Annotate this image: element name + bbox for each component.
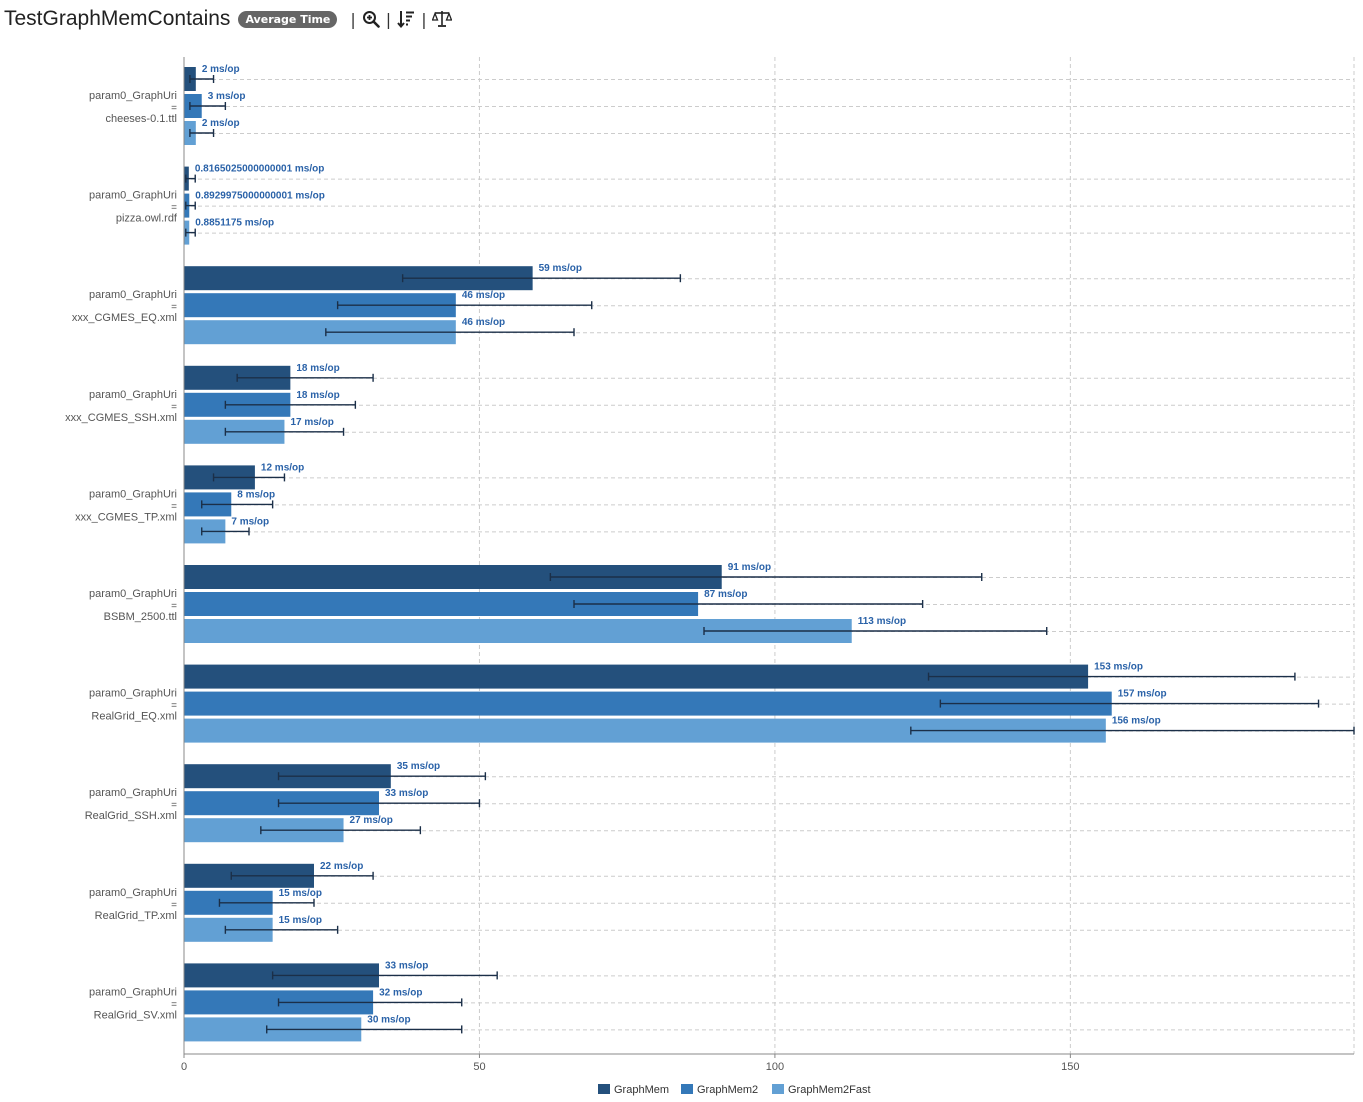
value-label: 0.8165025000000001 ms/op	[195, 164, 325, 175]
mode-badge[interactable]: Average Time	[238, 10, 338, 28]
value-label: 30 ms/op	[367, 1014, 410, 1025]
category-label: RealGrid_TP.xml	[95, 910, 177, 922]
category-eq-label: =	[171, 601, 177, 612]
category-label: pizza.owl.rdf	[116, 213, 178, 225]
value-label: 157 ms/op	[1118, 689, 1167, 700]
value-label: 3 ms/op	[208, 91, 246, 102]
value-label: 46 ms/op	[462, 317, 505, 328]
value-label: 33 ms/op	[385, 960, 428, 971]
category-param-label: param0_GraphUri	[89, 688, 177, 700]
x-tick-label: 0	[181, 1061, 187, 1073]
category-param-label: param0_GraphUri	[89, 289, 177, 301]
value-label: 0.8851175 ms/op	[195, 218, 274, 229]
category-eq-label: =	[171, 701, 177, 712]
zoom-icon[interactable]	[361, 9, 381, 29]
category-label: xxx_CGMES_EQ.xml	[72, 312, 177, 324]
category-label: xxx_CGMES_SSH.xml	[65, 412, 177, 424]
value-label: 33 ms/op	[385, 788, 428, 799]
value-label: 18 ms/op	[296, 390, 339, 401]
category-label: RealGrid_SSH.xml	[85, 810, 177, 822]
category-eq-label: =	[171, 103, 177, 114]
value-label: 113 ms/op	[858, 616, 906, 627]
value-label: 15 ms/op	[279, 915, 322, 926]
category-eq-label: =	[171, 302, 177, 313]
category-eq-label: =	[171, 999, 177, 1010]
sort-icon[interactable]	[396, 9, 416, 29]
value-label: 8 ms/op	[237, 489, 275, 500]
category-eq-label: =	[171, 800, 177, 811]
separator: |	[385, 9, 392, 29]
value-label: 22 ms/op	[320, 861, 363, 872]
page-title: TestGraphMemContains	[4, 7, 231, 30]
legend-label: GraphMem2Fast	[788, 1084, 871, 1096]
compare-icon[interactable]	[431, 9, 452, 29]
value-label: 17 ms/op	[290, 417, 333, 428]
category-eq-label: =	[171, 203, 177, 214]
chart-header: TestGraphMemContains Average Time | | |	[4, 4, 452, 34]
x-tick-label: 150	[1061, 1061, 1079, 1073]
value-label: 153 ms/op	[1094, 662, 1143, 673]
value-label: 35 ms/op	[397, 761, 440, 772]
value-label: 156 ms/op	[1112, 716, 1161, 727]
value-label: 7 ms/op	[231, 516, 269, 527]
legend-label: GraphMem2	[697, 1084, 758, 1096]
category-param-label: param0_GraphUri	[89, 488, 177, 500]
category-label: cheeses-0.1.ttl	[105, 113, 177, 125]
value-label: 59 ms/op	[539, 263, 582, 274]
value-label: 15 ms/op	[279, 888, 322, 899]
legend-swatch-GraphMem2	[681, 1084, 693, 1094]
value-label: 12 ms/op	[261, 462, 304, 473]
legend-label: GraphMem	[614, 1084, 669, 1096]
category-param-label: param0_GraphUri	[89, 90, 177, 102]
category-param-label: param0_GraphUri	[89, 190, 177, 202]
value-label: 2 ms/op	[202, 64, 240, 75]
category-label: RealGrid_SV.xml	[94, 1009, 177, 1021]
value-label: 2 ms/op	[202, 118, 240, 129]
category-param-label: param0_GraphUri	[89, 389, 177, 401]
x-tick-label: 100	[766, 1061, 784, 1073]
category-param-label: param0_GraphUri	[89, 787, 177, 799]
value-label: 91 ms/op	[728, 562, 771, 573]
separator: |	[350, 9, 356, 29]
category-param-label: param0_GraphUri	[89, 986, 177, 998]
legend-swatch-GraphMem2Fast	[772, 1084, 784, 1094]
category-eq-label: =	[171, 402, 177, 413]
value-label: 18 ms/op	[296, 363, 339, 374]
value-label: 32 ms/op	[379, 987, 422, 998]
legend-swatch-GraphMem	[598, 1084, 610, 1094]
value-label: 27 ms/op	[350, 815, 393, 826]
value-label: 87 ms/op	[704, 589, 747, 600]
category-label: BSBM_2500.ttl	[104, 611, 177, 623]
category-param-label: param0_GraphUri	[89, 887, 177, 899]
category-param-label: param0_GraphUri	[89, 588, 177, 600]
category-label: RealGrid_EQ.xml	[91, 711, 177, 723]
separator: |	[421, 9, 427, 29]
category-eq-label: =	[171, 501, 177, 512]
value-label: 0.8929975000000001 ms/op	[195, 191, 325, 202]
x-tick-label: 50	[473, 1061, 485, 1073]
value-label: 46 ms/op	[462, 290, 505, 301]
category-label: xxx_CGMES_TP.xml	[75, 511, 177, 523]
category-eq-label: =	[171, 900, 177, 911]
